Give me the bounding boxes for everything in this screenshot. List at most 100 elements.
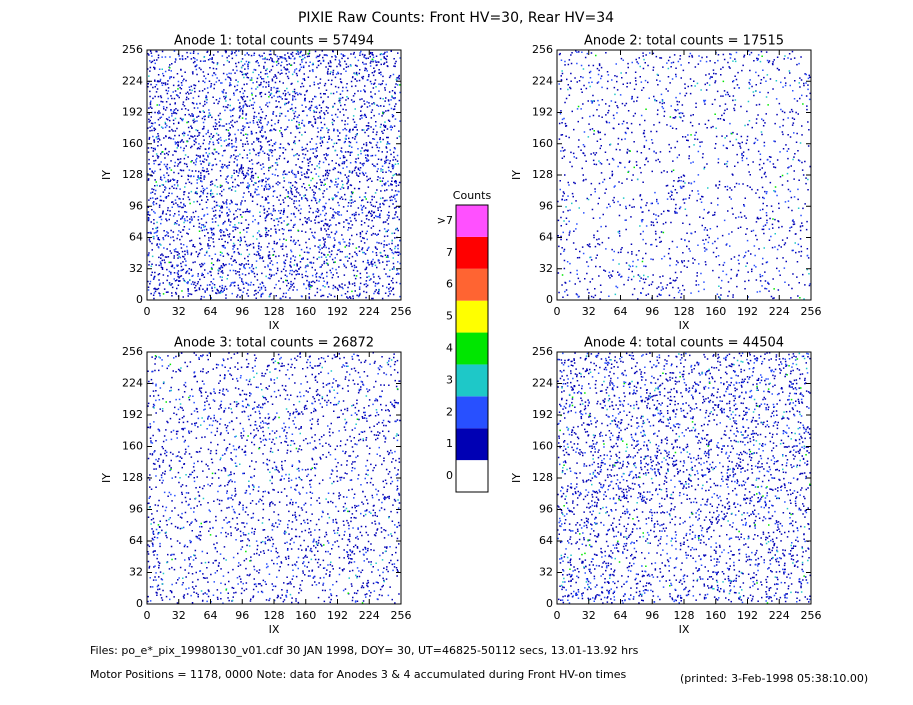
x-tick-label: 192 [737, 609, 758, 622]
y-tick-label: 32 [129, 262, 143, 275]
colorbar-label: 6 [446, 278, 453, 291]
count-texture [147, 352, 401, 604]
y-tick-label: 64 [539, 231, 553, 244]
colorbar-swatch [456, 364, 488, 397]
y-tick-label: 256 [122, 43, 143, 56]
footer-files: Files: po_e*_pix_19980130_v01.cdf 30 JAN… [90, 644, 639, 657]
x-tick-label: 224 [359, 305, 380, 318]
x-tick-label: 192 [327, 609, 348, 622]
x-tick-label: 0 [144, 609, 151, 622]
colorbar-label: 3 [446, 373, 453, 386]
y-tick-label: 128 [532, 168, 553, 181]
y-tick-label: 192 [122, 408, 143, 421]
footer-printed: (printed: 3-Feb-1998 05:38:10.00) [680, 672, 868, 685]
y-tick-label: 32 [129, 566, 143, 579]
x-tick-label: 192 [737, 305, 758, 318]
colorbar-label: 7 [446, 246, 453, 259]
x-tick-label: 224 [769, 305, 790, 318]
colorbar-label: 1 [446, 437, 453, 450]
y-tick-label: 64 [129, 534, 143, 547]
y-tick-label: 192 [532, 106, 553, 119]
x-tick-label: 64 [614, 609, 628, 622]
y-tick-label: 192 [532, 408, 553, 421]
y-tick-label: 224 [532, 74, 553, 87]
x-tick-label: 128 [264, 609, 285, 622]
x-tick-label: 32 [582, 609, 596, 622]
colorbar-swatch [456, 268, 488, 301]
y-tick-label: 224 [122, 74, 143, 87]
x-tick-label: 96 [235, 609, 249, 622]
count-texture [557, 352, 811, 604]
colorbar-frame [455, 204, 489, 493]
y-tick-label: 32 [539, 566, 553, 579]
colorbar-title: Counts [453, 189, 492, 202]
panel-title: Anode 2: total counts = 17515 [584, 34, 784, 49]
y-tick-label: 192 [122, 106, 143, 119]
y-axis-label: IY [510, 473, 523, 483]
x-tick-label: 64 [204, 609, 218, 622]
x-tick-label: 0 [144, 305, 151, 318]
x-tick-label: 96 [645, 609, 659, 622]
x-tick-label: 0 [554, 305, 561, 318]
x-tick-label: 96 [235, 305, 249, 318]
x-tick-label: 64 [614, 305, 628, 318]
x-tick-label: 160 [705, 609, 726, 622]
colorbar-label: >7 [437, 214, 453, 227]
y-tick-label: 0 [546, 597, 553, 610]
x-axis-label: IX [679, 319, 690, 332]
y-tick-label: 160 [532, 137, 553, 150]
count-texture [557, 50, 811, 300]
y-tick-label: 96 [539, 199, 553, 212]
y-tick-label: 160 [532, 440, 553, 453]
y-axis-label: IY [100, 473, 113, 483]
colorbar-swatch [456, 332, 488, 365]
x-axis-label: IX [679, 623, 690, 636]
colorbar-label: 2 [446, 405, 453, 418]
colorbar-label: 5 [446, 310, 453, 323]
x-tick-label: 32 [582, 305, 596, 318]
y-tick-label: 64 [129, 231, 143, 244]
y-tick-label: 160 [122, 137, 143, 150]
colorbar-swatch [456, 396, 488, 429]
x-tick-label: 32 [172, 305, 186, 318]
y-tick-label: 0 [136, 293, 143, 306]
x-tick-label: 224 [769, 609, 790, 622]
y-tick-label: 0 [136, 597, 143, 610]
x-tick-label: 256 [801, 609, 822, 622]
y-tick-label: 96 [129, 199, 143, 212]
x-tick-label: 160 [705, 305, 726, 318]
y-tick-label: 64 [539, 534, 553, 547]
colorbar-label: 4 [446, 342, 453, 355]
x-tick-label: 128 [674, 609, 695, 622]
y-axis-label: IY [100, 170, 113, 180]
y-axis-label: IY [510, 170, 523, 180]
y-tick-label: 96 [129, 503, 143, 516]
y-tick-label: 256 [122, 345, 143, 358]
x-axis-label: IX [269, 623, 280, 636]
y-tick-label: 0 [546, 293, 553, 306]
y-tick-label: 160 [122, 440, 143, 453]
panel-title: Anode 1: total counts = 57494 [174, 34, 374, 49]
x-tick-label: 128 [674, 305, 695, 318]
colorbar-swatch [456, 300, 488, 333]
panel-title: Anode 4: total counts = 44504 [584, 336, 784, 351]
x-tick-label: 224 [359, 609, 380, 622]
panel-title: Anode 3: total counts = 26872 [174, 336, 374, 351]
x-tick-label: 160 [295, 609, 316, 622]
x-tick-label: 64 [204, 305, 218, 318]
colorbar-swatch [456, 460, 488, 492]
y-tick-label: 96 [539, 503, 553, 516]
y-tick-label: 128 [122, 168, 143, 181]
x-tick-label: 96 [645, 305, 659, 318]
x-tick-label: 256 [391, 305, 412, 318]
x-axis-label: IX [269, 319, 280, 332]
y-tick-label: 128 [122, 471, 143, 484]
colorbar-swatch [456, 428, 488, 461]
y-tick-label: 128 [532, 471, 553, 484]
x-tick-label: 0 [554, 609, 561, 622]
footer-motor: Motor Positions = 1178, 0000 Note: data … [90, 668, 626, 681]
x-tick-label: 256 [801, 305, 822, 318]
y-tick-label: 224 [532, 377, 553, 390]
